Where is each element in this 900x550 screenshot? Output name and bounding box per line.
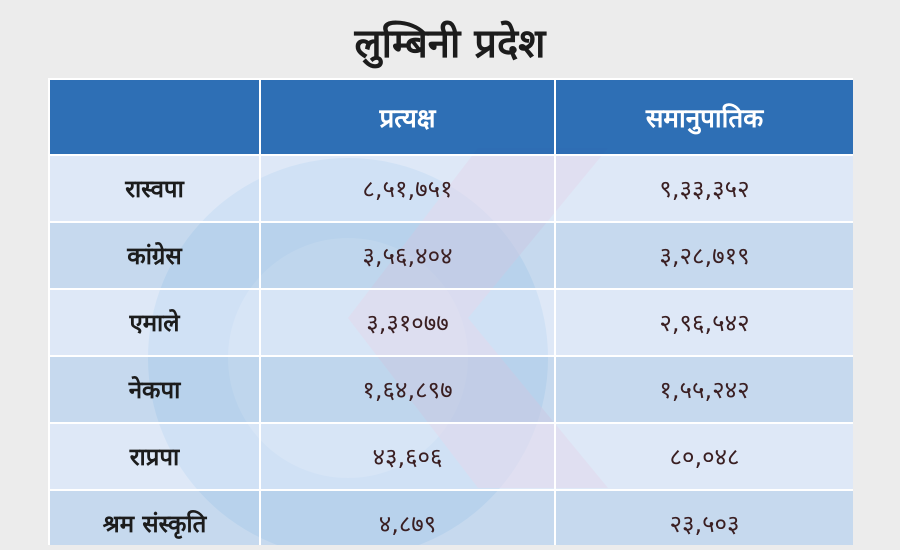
direct-votes: ८,५१,७५१ bbox=[259, 154, 556, 223]
table-row: रास्वपा ८,५१,७५१ ९,३३,३५२ bbox=[48, 154, 853, 223]
table-row: नेकपा १,६४,८९७ १,५५,२४२ bbox=[48, 355, 853, 424]
proportional-votes: ३,२८,७१९ bbox=[554, 221, 853, 290]
results-table-container: प्रत्यक्ष समानुपातिक रास्वपा ८,५१,७५१ ९,… bbox=[48, 78, 853, 545]
header-party bbox=[48, 78, 261, 156]
party-name: राप्रपा bbox=[48, 422, 261, 491]
direct-votes: ४३,६०६ bbox=[259, 422, 556, 491]
table-row: कांग्रेस ३,५६,४०४ ३,२८,७१९ bbox=[48, 221, 853, 290]
proportional-votes: १,५५,२४२ bbox=[554, 355, 853, 424]
party-name: कांग्रेस bbox=[48, 221, 261, 290]
header-proportional: समानुपातिक bbox=[554, 78, 853, 156]
table-row: एमाले ३,३१०७७ २,९६,५४२ bbox=[48, 288, 853, 357]
direct-votes: १,६४,८९७ bbox=[259, 355, 556, 424]
header-direct: प्रत्यक्ष bbox=[259, 78, 556, 156]
direct-votes: ४,८७९ bbox=[259, 489, 556, 545]
table-row: राप्रपा ४३,६०६ ८०,०४८ bbox=[48, 422, 853, 491]
proportional-votes: ९,३३,३५२ bbox=[554, 154, 853, 223]
party-name: नेकपा bbox=[48, 355, 261, 424]
proportional-votes: २३,५०३ bbox=[554, 489, 853, 545]
page-title: लुम्बिनी प्रदेश bbox=[354, 21, 546, 67]
proportional-votes: ८०,०४८ bbox=[554, 422, 853, 491]
party-name: रास्वपा bbox=[48, 154, 261, 223]
direct-votes: ३,३१०७७ bbox=[259, 288, 556, 357]
results-table: प्रत्यक्ष समानुपातिक रास्वपा ८,५१,७५१ ९,… bbox=[48, 78, 853, 545]
direct-votes: ३,५६,४०४ bbox=[259, 221, 556, 290]
party-name: एमाले bbox=[48, 288, 261, 357]
table-row: श्रम संस्कृति ४,८७९ २३,५०३ bbox=[48, 489, 853, 545]
party-name: श्रम संस्कृति bbox=[48, 489, 261, 545]
proportional-votes: २,९६,५४२ bbox=[554, 288, 853, 357]
table-header-row: प्रत्यक्ष समानुपातिक bbox=[48, 78, 853, 156]
